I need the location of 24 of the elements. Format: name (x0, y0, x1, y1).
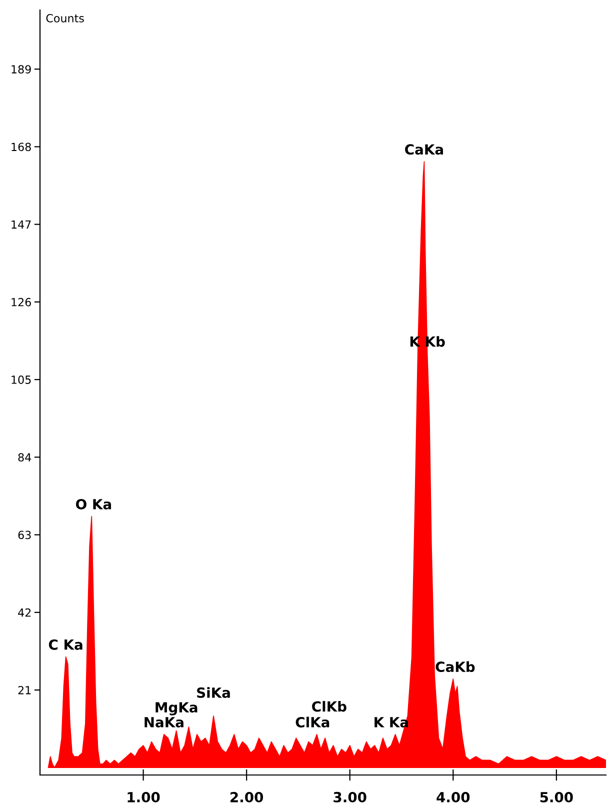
x-tick-label: 3.00 (334, 792, 366, 802)
y-tick-label: 21 (18, 686, 31, 694)
annotation: NaKa (144, 717, 184, 728)
y-tick-label: 105 (12, 376, 31, 384)
x-tick-label: 1.00 (128, 792, 160, 802)
annotation: SiKa (197, 687, 230, 698)
y-tick-label: 168 (12, 142, 31, 152)
x-tick-label: 5.00 (540, 792, 573, 802)
y-tick-label: 189 (12, 65, 31, 74)
annotation: O Ka (76, 498, 112, 510)
y-tick-label: 84 (18, 453, 32, 462)
y-axis-title: Counts (46, 14, 84, 22)
annotation: C Ka (48, 639, 82, 650)
annotation: ClKb (312, 700, 346, 712)
x-tick-label: 4.00 (436, 792, 470, 802)
annotation: ClKa (296, 716, 330, 728)
annotation: CaKb (436, 661, 475, 672)
x-tick-label: 2.00 (230, 792, 264, 802)
annotation: MgKa (156, 702, 198, 716)
annotation: CaKa (405, 144, 443, 155)
y-tick-label: 147 (12, 220, 31, 229)
y-tick-label: 42 (18, 608, 31, 617)
y-tick-label: 126 (12, 298, 31, 306)
y-tick-label: 63 (18, 530, 31, 540)
